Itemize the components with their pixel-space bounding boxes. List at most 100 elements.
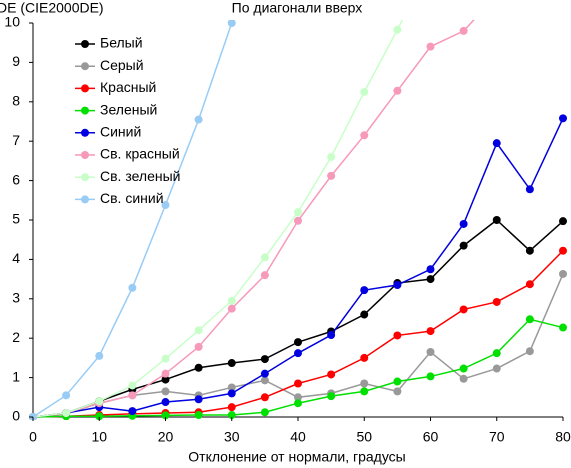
x-tick-label: 60: [423, 429, 439, 445]
data-point: [128, 391, 137, 400]
data-point: [161, 375, 170, 384]
data-point: [492, 139, 501, 148]
data-point: [525, 347, 534, 356]
legend-marker: [81, 195, 89, 204]
data-point: [426, 327, 435, 336]
data-point: [492, 349, 501, 358]
data-point: [360, 353, 369, 362]
x-tick-label: 70: [489, 429, 505, 445]
series-line: [32, 20, 404, 418]
data-point: [260, 355, 269, 364]
x-tick-label: 80: [555, 429, 571, 445]
y-tick-label: 0: [12, 408, 20, 424]
x-tick-label: 0: [29, 429, 37, 445]
y-tick-label: 4: [12, 250, 20, 266]
data-point: [128, 283, 137, 292]
y-tick-label: 2: [12, 329, 20, 345]
legend-marker: [81, 84, 89, 93]
data-point: [294, 349, 302, 358]
data-point: [426, 347, 435, 356]
y-tick-label: 1: [12, 368, 20, 384]
data-point: [525, 246, 534, 255]
legend-marker: [81, 40, 89, 48]
y-tick-label: 8: [12, 93, 20, 109]
data-point: [492, 297, 501, 306]
legend-marker: [81, 106, 89, 115]
data-point: [559, 246, 567, 255]
data-point: [194, 115, 203, 124]
data-point: [194, 411, 203, 420]
data-point: [128, 407, 137, 416]
data-point: [62, 391, 71, 400]
x-tick-label: 20: [158, 429, 174, 445]
x-tick-label: 50: [356, 429, 372, 445]
legend-label: Синий: [100, 124, 141, 140]
data-point: [426, 372, 435, 381]
data-point: [426, 275, 435, 284]
data-point: [459, 241, 468, 250]
x-tick-label: 30: [224, 429, 240, 445]
data-point: [525, 280, 534, 289]
data-point: [294, 379, 302, 388]
data-point: [327, 392, 336, 401]
chart-title: По диагонали вверх: [232, 0, 363, 16]
legend-marker: [81, 128, 89, 137]
data-point: [194, 342, 203, 351]
data-point: [459, 374, 468, 383]
data-point: [294, 338, 302, 347]
data-point: [294, 216, 302, 225]
data-point: [327, 152, 336, 161]
data-point: [360, 379, 369, 388]
plot-area: [29, 20, 567, 420]
data-point: [227, 20, 236, 27]
x-tick-label: 40: [290, 429, 306, 445]
data-point: [161, 398, 170, 407]
legend-label: Красный: [100, 79, 156, 95]
data-point: [161, 201, 170, 210]
data-point: [161, 411, 170, 420]
y-axis-label: DE (CIE2000DE): [0, 0, 104, 16]
legend-marker: [81, 173, 89, 182]
data-point: [459, 26, 468, 35]
data-point: [559, 217, 567, 226]
data-point: [525, 185, 534, 194]
data-point: [227, 296, 236, 305]
y-tick-label: 5: [12, 211, 20, 227]
data-point: [194, 395, 203, 404]
data-point: [360, 131, 369, 140]
legend-label: Св. красный: [100, 146, 180, 162]
y-tick-label: 3: [12, 290, 20, 306]
x-axis-label: Отклонение от нормали, градусы: [188, 449, 405, 465]
data-point: [194, 363, 203, 372]
data-point: [227, 403, 236, 412]
data-point: [426, 42, 435, 51]
legend-label: Св. зеленый: [100, 168, 180, 184]
data-point: [227, 304, 236, 313]
data-point: [393, 377, 402, 386]
series-line: [32, 250, 564, 418]
data-point: [161, 354, 170, 363]
data-point: [260, 271, 269, 280]
data-point: [393, 331, 402, 340]
data-point: [393, 25, 402, 34]
data-point: [360, 87, 369, 96]
data-point: [260, 369, 269, 378]
legend-label: Белый: [100, 35, 143, 51]
data-point: [294, 399, 302, 408]
data-point: [294, 393, 302, 402]
data-point: [559, 269, 567, 278]
data-point: [492, 216, 501, 224]
data-point: [95, 412, 104, 420]
data-point: [525, 315, 534, 324]
data-point: [459, 219, 468, 228]
data-point: [360, 310, 369, 319]
legend-label: Св. синий: [100, 190, 164, 206]
legend-marker: [81, 62, 89, 71]
data-point: [294, 208, 302, 217]
data-point: [393, 387, 402, 396]
data-point: [227, 411, 236, 420]
data-point: [327, 370, 336, 379]
data-point: [492, 364, 501, 373]
data-point: [559, 114, 567, 123]
